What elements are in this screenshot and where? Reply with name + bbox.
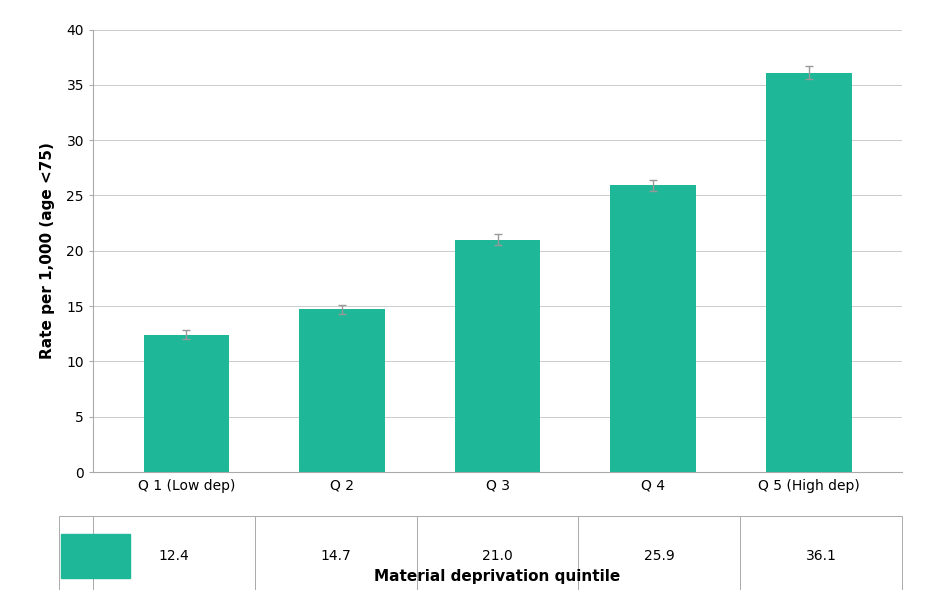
Bar — [299, 309, 385, 472]
Bar — [610, 185, 696, 472]
Bar — [766, 73, 852, 472]
Text: Material deprivation quintile: Material deprivation quintile — [375, 569, 620, 584]
Bar — [143, 335, 229, 472]
Y-axis label: Rate per 1,000 (age <75): Rate per 1,000 (age <75) — [40, 142, 55, 359]
Bar — [455, 240, 540, 472]
